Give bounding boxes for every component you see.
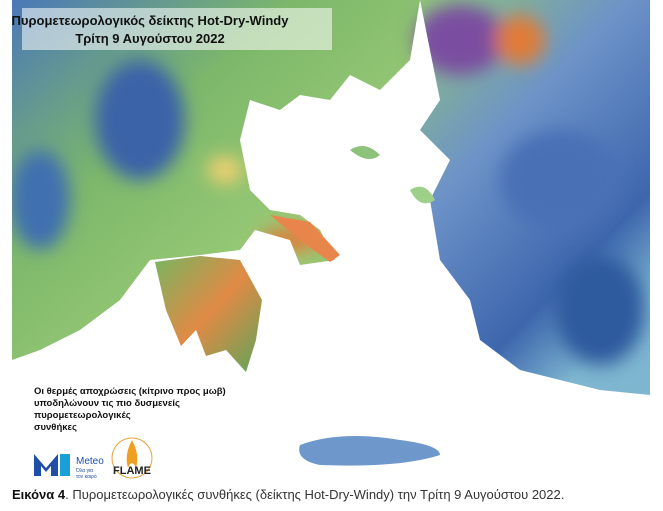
flame-logo: FLAME: [111, 437, 153, 479]
flame-name: FLAME: [113, 465, 151, 477]
meteo-name: Meteo: [76, 456, 104, 467]
land: [12, 0, 650, 466]
title-box: [22, 8, 332, 50]
map-title: Πυρομετεωρολογικός δείκτης Hot-Dry-Windy: [12, 13, 290, 28]
map: Πυρομετεωρολογικός δείκτης Hot-Dry-Windy…: [12, 0, 650, 480]
note-line: συνθήκες: [34, 422, 77, 433]
note-line: υποδηλώνουν τις πιο δυσμενείς: [34, 398, 180, 409]
map-date: Τρίτη 9 Αυγούστου 2022: [75, 31, 224, 46]
caption: Εικόνα 4. Πυρομετεωρολογικές συνθήκες (δ…: [12, 487, 564, 502]
meteo-logo: Meteo Όλα για τον καιρό: [34, 454, 104, 480]
note-line: πυρομετεωρολογικές: [34, 410, 131, 421]
meteo-tagline: Όλα για: [75, 468, 93, 474]
meteo-tagline: τον καιρό: [76, 473, 97, 480]
note-line: Οι θερμές αποχρώσεις (κίτρινο προς μωβ): [34, 386, 226, 397]
caption-label: Εικόνα 4: [12, 487, 66, 502]
caption-text: . Πυρομετεωρολογικές συνθήκες (δείκτης H…: [65, 487, 565, 502]
